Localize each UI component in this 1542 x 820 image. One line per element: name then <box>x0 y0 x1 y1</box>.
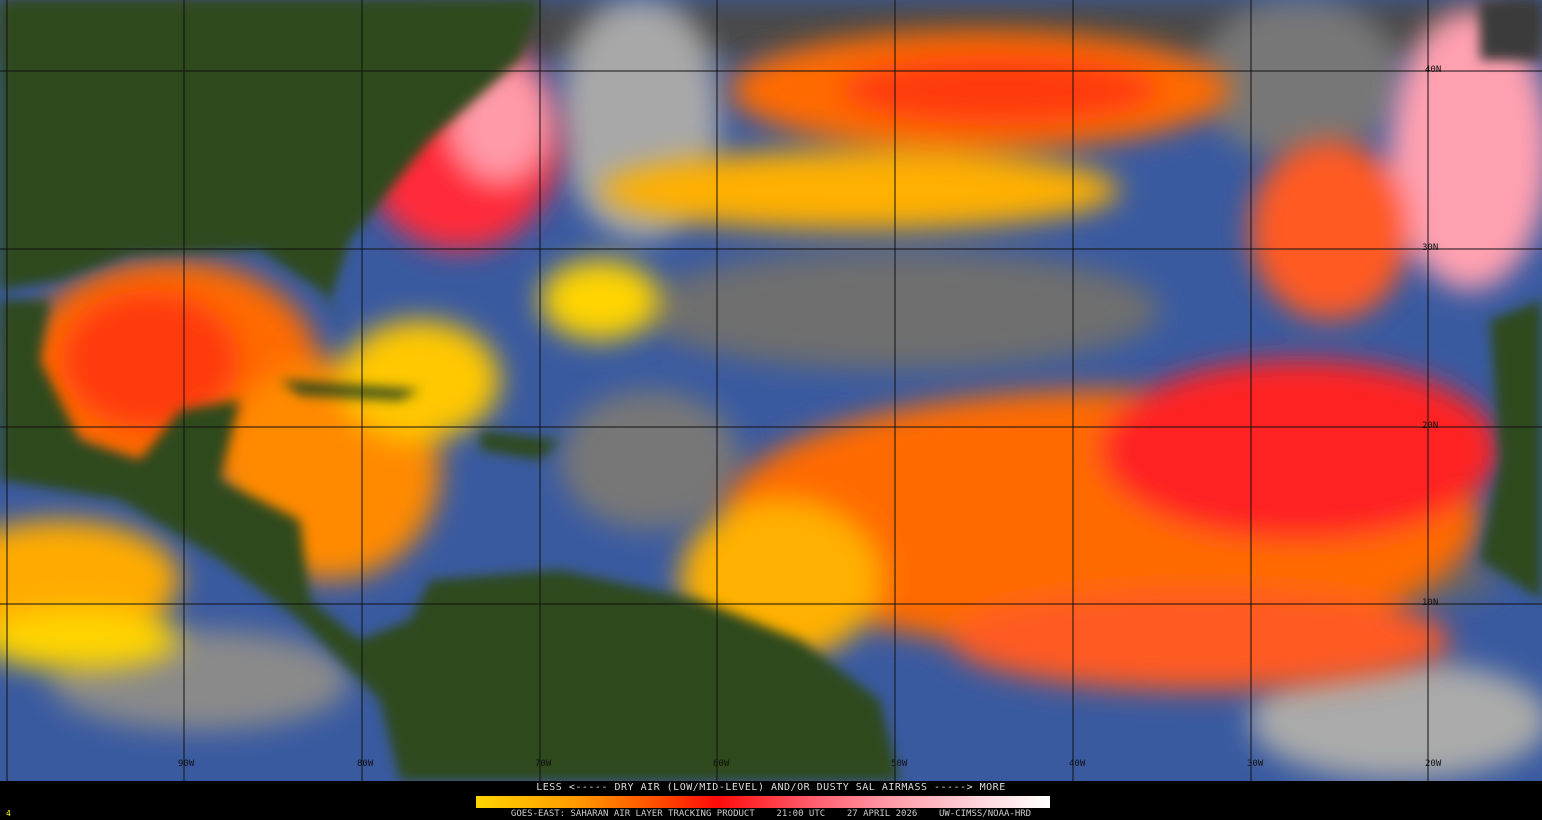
longitude-label: 60W <box>713 759 730 769</box>
latitude-label: 30N <box>1422 243 1439 253</box>
land-masses <box>0 0 1542 781</box>
frame-number: 4 <box>6 809 11 818</box>
longitude-label: 40W <box>1069 759 1086 769</box>
color-scale-bar <box>476 796 1050 808</box>
longitude-label: 70W <box>535 759 552 769</box>
longitude-label: 80W <box>357 759 374 769</box>
legend-title: LESS <----- DRY AIR (LOW/MID-LEVEL) AND/… <box>536 782 1006 793</box>
sal-dry-air-regions <box>0 10 1542 690</box>
longitude-label: 50W <box>891 759 908 769</box>
sal-satellite-map <box>0 0 1542 781</box>
longitude-label: 90W <box>178 759 195 769</box>
product-footer: GOES-EAST: SAHARAN AIR LAYER TRACKING PR… <box>510 809 1032 819</box>
longitude-label: 20W <box>1425 759 1442 769</box>
lat-lon-grid <box>0 0 1542 781</box>
latitude-label: 10N <box>1422 598 1439 608</box>
latitude-label: 40N <box>1425 65 1442 75</box>
latitude-label: 20N <box>1422 421 1439 431</box>
longitude-label: 30W <box>1247 759 1264 769</box>
